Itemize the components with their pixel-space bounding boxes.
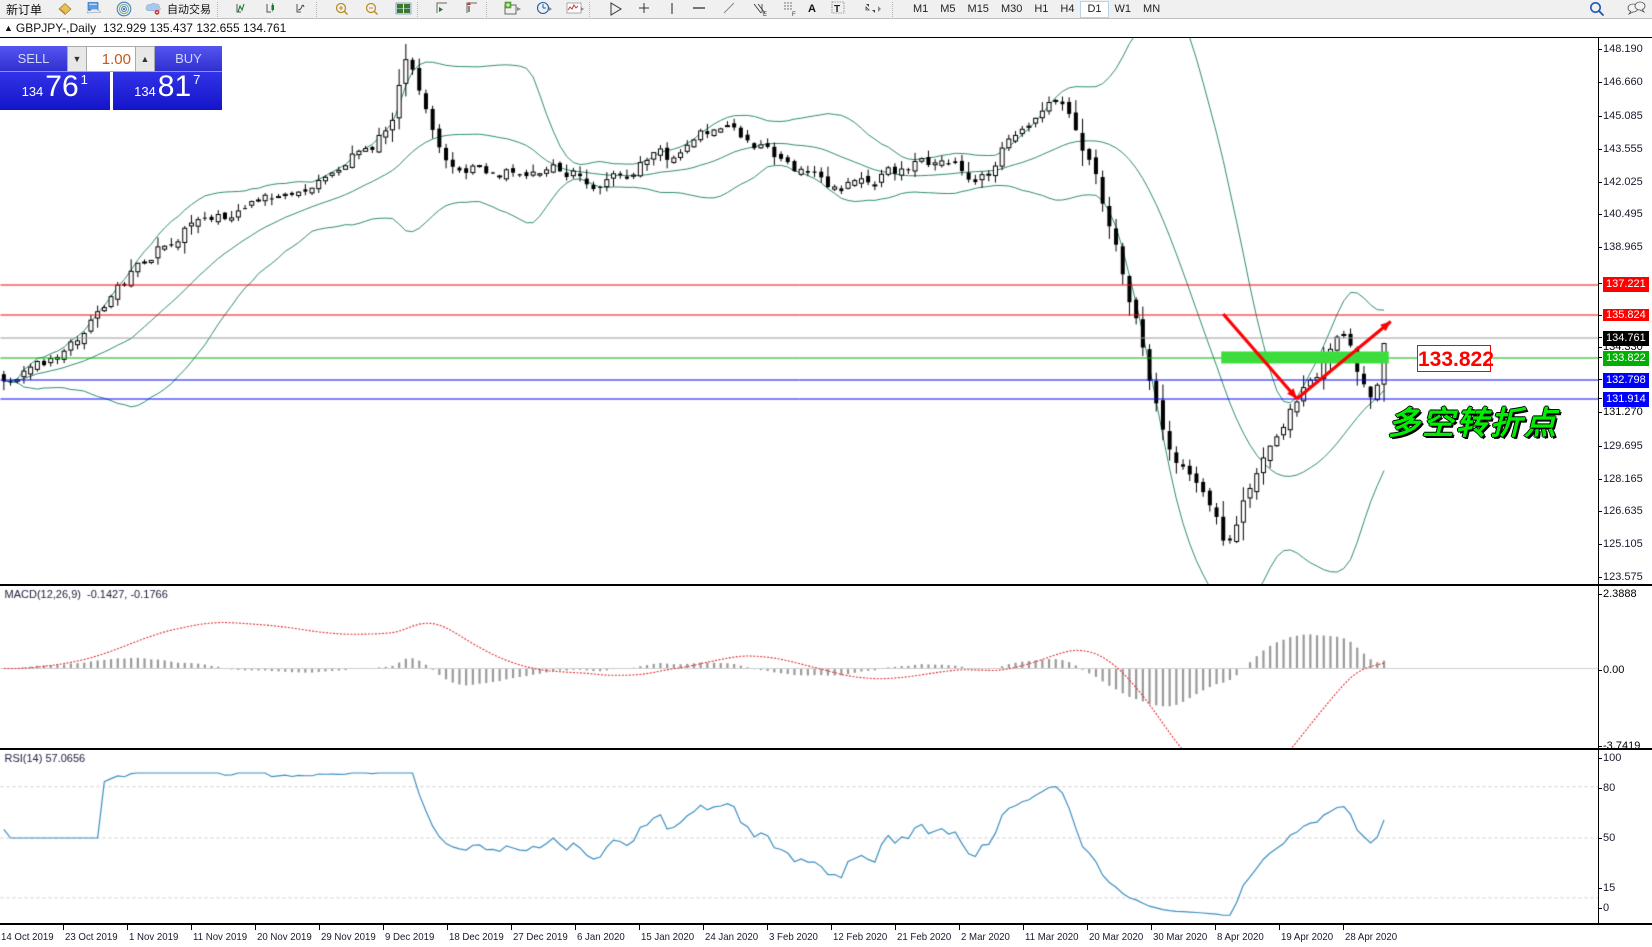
svg-text:T: T bbox=[834, 4, 840, 15]
svg-text:F: F bbox=[792, 12, 796, 17]
svg-text:E: E bbox=[763, 12, 767, 17]
